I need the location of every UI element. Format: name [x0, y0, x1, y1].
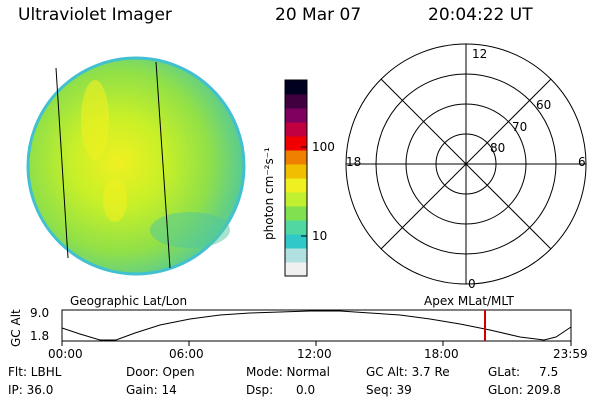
colorbar-segment	[285, 262, 307, 277]
altitude-x-tick-0600: 06:00	[169, 347, 204, 361]
altitude-x-tick-0000: 00:00	[48, 347, 83, 361]
glon-field: GLon: 209.8	[488, 383, 561, 397]
door-field: Door: Open	[126, 365, 195, 379]
colorbar-segment	[285, 178, 307, 193]
mlat-label-70: 70	[512, 120, 528, 134]
altitude-curve	[61, 310, 572, 341]
gc-alt-field: GC Alt: 3.7 Re	[366, 365, 450, 379]
mlt-label-18: 18	[346, 155, 362, 169]
colorbar-segment	[285, 94, 307, 109]
colorbar-segment	[285, 192, 307, 207]
earth-disk-image	[26, 56, 246, 276]
time-label: 20:04:22 UT	[428, 5, 533, 25]
altitude-x-tick-1200: 12:00	[297, 347, 332, 361]
colorbar-segment	[285, 136, 307, 151]
date-label: 20 Mar 07	[275, 5, 362, 25]
altitude-x-ticks	[61, 341, 572, 346]
mlat-label-80: 80	[490, 141, 506, 155]
ip-field: IP: 36.0	[8, 383, 54, 397]
lon-line-right	[155, 61, 171, 269]
colorbar-label-10: 10	[312, 229, 328, 243]
colorbar-frame	[284, 79, 308, 277]
colorbar-segment	[285, 206, 307, 221]
altitude-x-tick-1800: 18:00	[424, 347, 459, 361]
altitude-plot-frame	[61, 309, 572, 342]
colorbar	[285, 80, 307, 277]
altitude-y-tick-max: 9.0	[30, 306, 50, 320]
colorbar-unit-label: photon cm⁻²s⁻¹	[262, 147, 276, 240]
glat-field: GLat: 7.5	[488, 365, 559, 379]
gain-field: Gain: 14	[126, 383, 177, 397]
mlt-label-0: 0	[468, 277, 476, 291]
mlt-label-12: 12	[472, 47, 488, 61]
mode-field: Mode: Normal	[246, 365, 330, 379]
filter-field: Flt: LBHL	[8, 365, 62, 379]
colorbar-segment	[285, 220, 307, 235]
dsp-field: Dsp: 0.0	[246, 383, 316, 397]
apex-caption: Apex MLat/MLT	[424, 294, 514, 308]
lon-line-left	[55, 67, 69, 259]
mlat-label-60: 60	[536, 98, 552, 112]
colorbar-segment	[285, 108, 307, 123]
geographic-caption: Geographic Lat/Lon	[70, 294, 188, 308]
altitude-y-tick-min: 1.8	[30, 329, 50, 343]
altitude-x-tick-2359: 23:59	[553, 347, 588, 361]
colorbar-segment	[285, 80, 307, 95]
colorbar-segment	[285, 122, 307, 137]
instrument-title: Ultraviolet Imager	[18, 5, 172, 25]
colorbar-segment	[285, 234, 307, 249]
polar-diagonal-2	[380, 78, 552, 250]
colorbar-segment	[285, 248, 307, 263]
colorbar-label-100: 100	[312, 140, 335, 154]
colorbar-segment	[285, 164, 307, 179]
altitude-axis-title: GC Alt	[9, 309, 23, 347]
polar-grid	[345, 43, 587, 285]
mlt-label-6: 6	[578, 155, 586, 169]
seq-field: Seq: 39	[366, 383, 412, 397]
colorbar-segment	[285, 150, 307, 165]
